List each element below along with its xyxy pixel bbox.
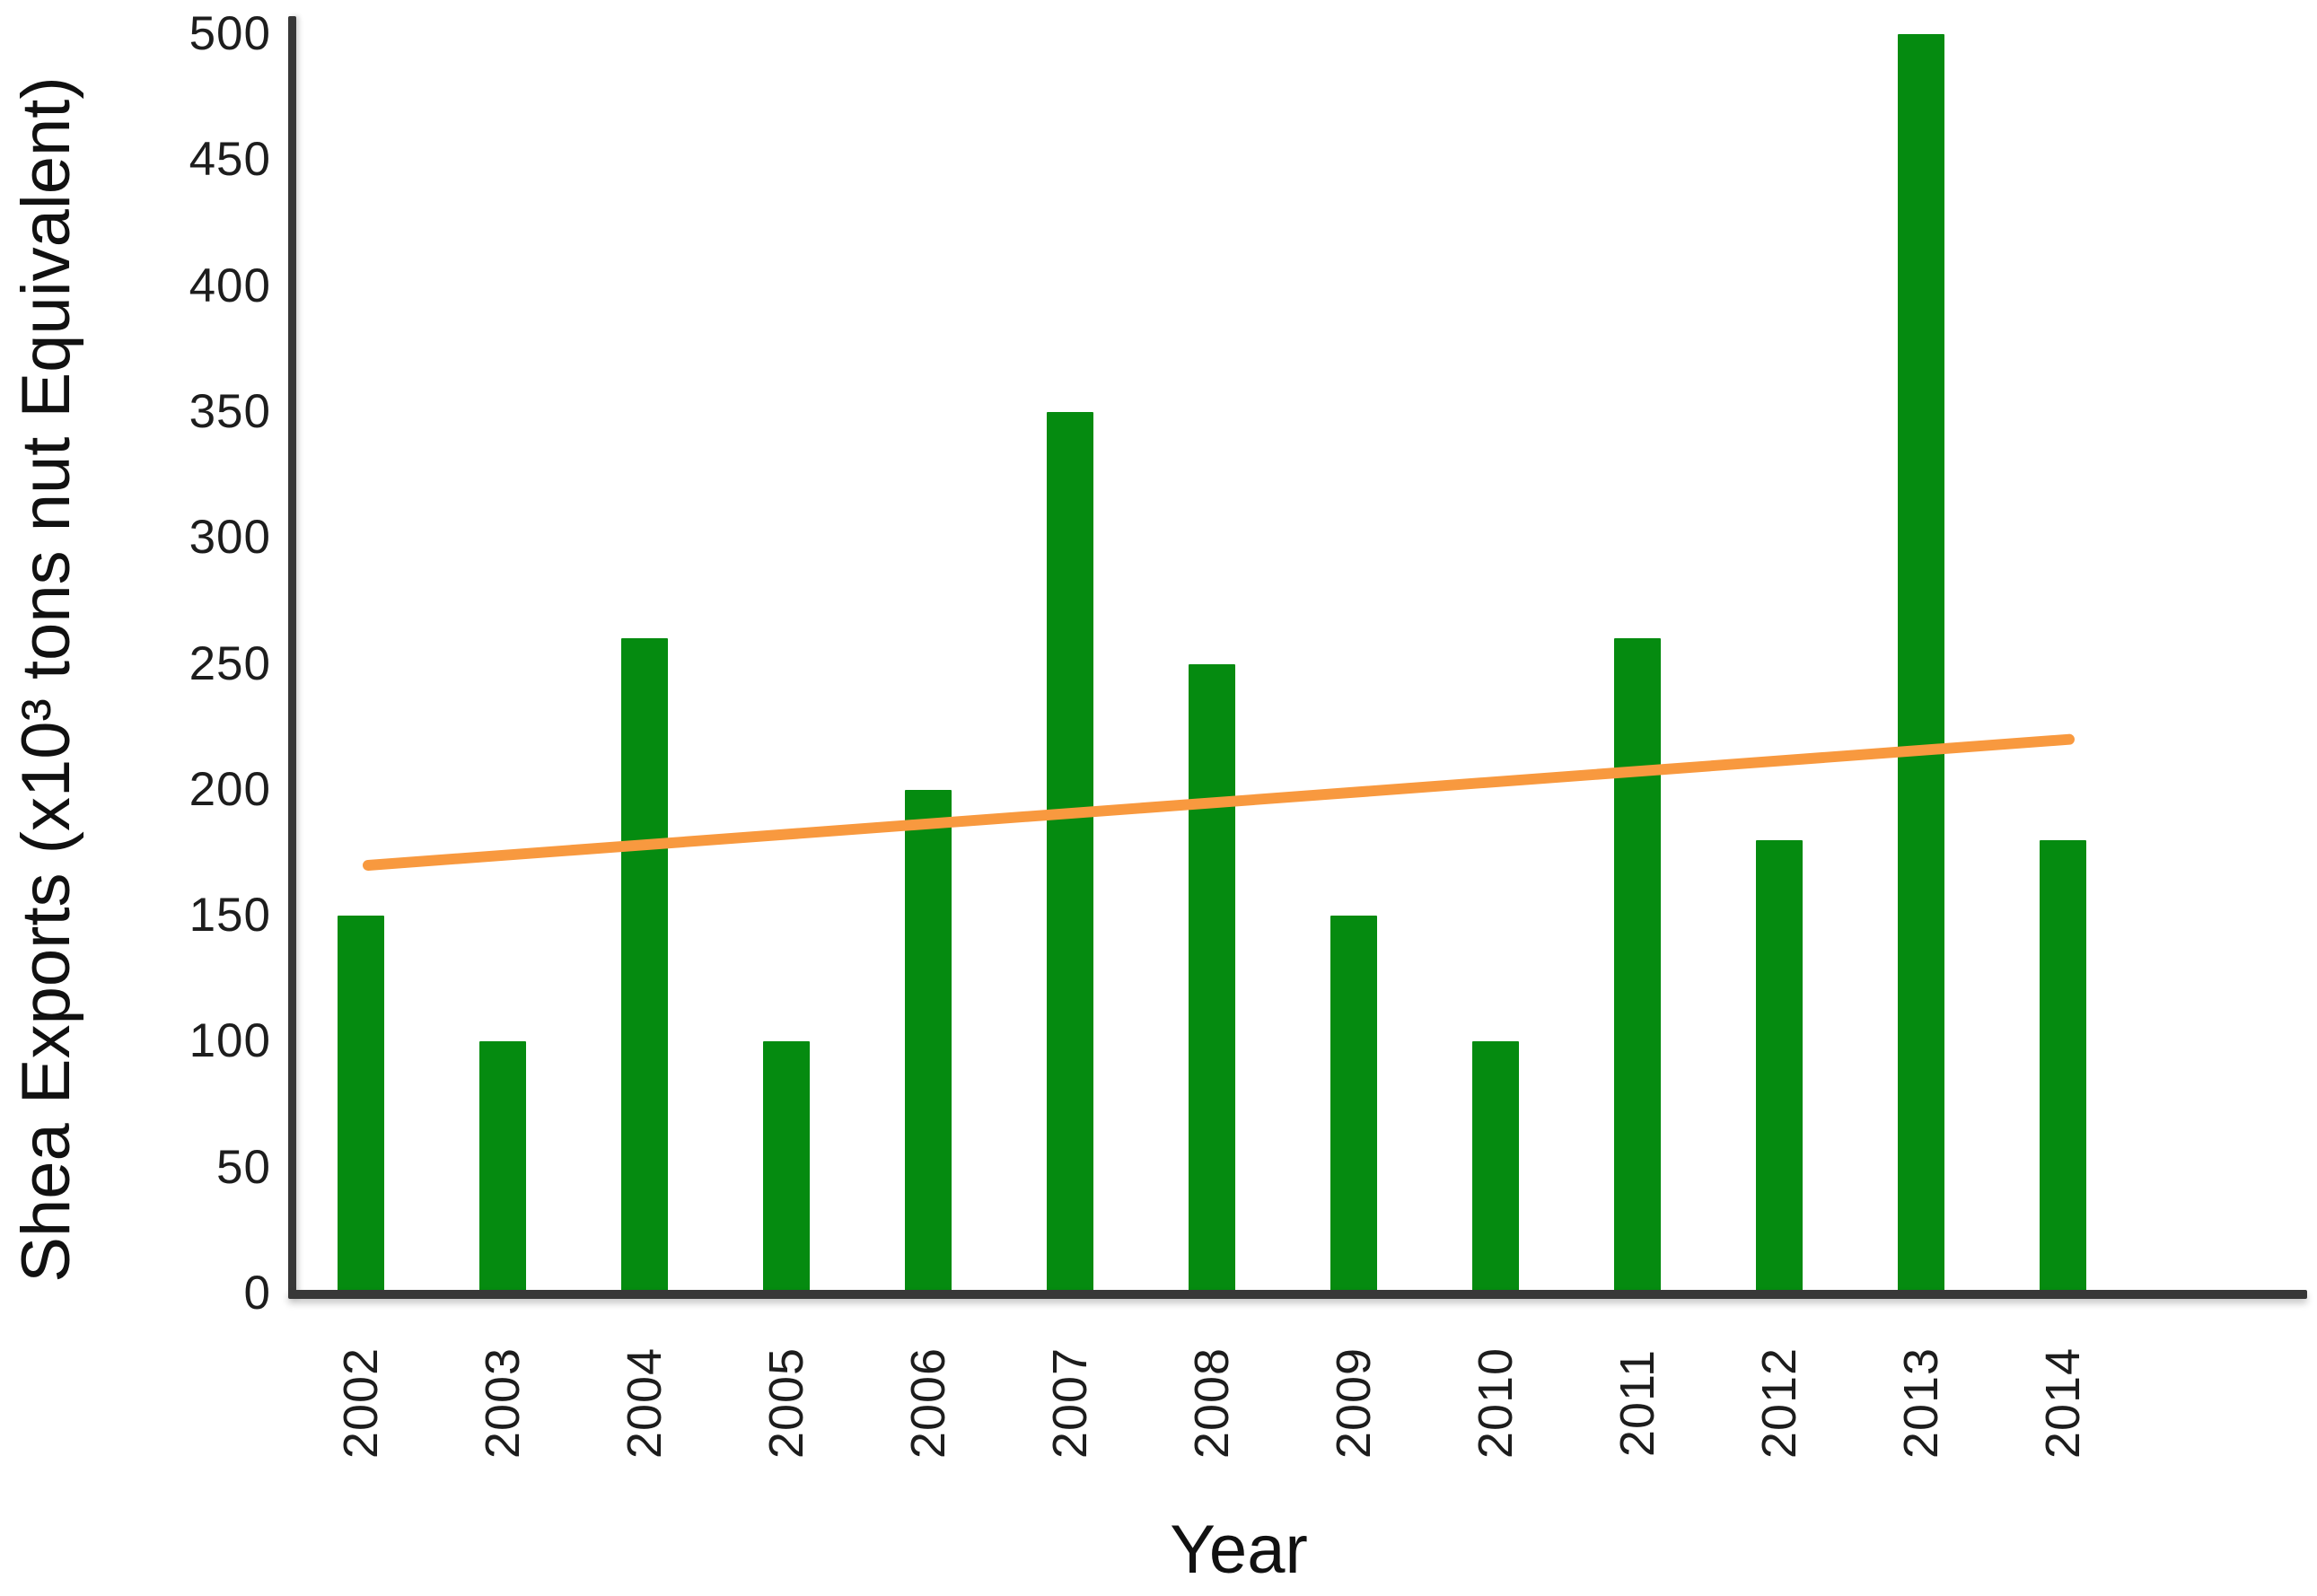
y-tick-label: 250 [189, 636, 271, 690]
bar-2009 [1330, 916, 1377, 1293]
y-tick-label: 450 [189, 133, 271, 187]
bar-2013 [1898, 34, 1944, 1293]
x-axis-line [288, 1290, 2307, 1299]
bar-2014 [2040, 839, 2086, 1293]
x-tick-label: 2010 [1469, 1346, 1523, 1460]
y-tick-label: 50 [216, 1140, 271, 1194]
y-tick-label: 100 [189, 1014, 271, 1068]
x-tick-label: 2006 [901, 1346, 955, 1460]
bar-2002 [338, 916, 384, 1293]
x-tick-label: 2009 [1327, 1346, 1381, 1460]
x-tick-label: 2007 [1043, 1346, 1097, 1460]
y-tick-label: 400 [189, 259, 271, 312]
bar-2011 [1614, 638, 1661, 1293]
x-tick-label: 2002 [334, 1346, 388, 1460]
y-tick-label: 200 [189, 762, 271, 816]
x-tick-label: 2012 [1752, 1346, 1806, 1460]
x-tick-label: 2003 [476, 1346, 530, 1460]
y-tick-label: 0 [243, 1267, 271, 1320]
x-tick-label: 2008 [1185, 1346, 1239, 1460]
bar-2006 [905, 789, 952, 1293]
y-tick-label: 350 [189, 384, 271, 438]
y-axis-line [288, 16, 296, 1298]
y-tick-label: 150 [189, 889, 271, 943]
bar-2008 [1189, 663, 1235, 1293]
bar-2010 [1472, 1041, 1519, 1293]
bar-2003 [479, 1041, 526, 1293]
bar-2007 [1047, 411, 1093, 1293]
x-tick-label: 2011 [1610, 1348, 1664, 1458]
bar-2012 [1756, 839, 1803, 1293]
y-tick-label: 300 [189, 511, 271, 565]
bar-2005 [763, 1041, 810, 1293]
x-tick-label: 2005 [759, 1346, 813, 1460]
y-tick-label: 500 [189, 7, 271, 60]
bar-2004 [621, 638, 668, 1293]
x-tick-label: 2004 [618, 1346, 671, 1460]
x-tick-label: 2014 [2036, 1346, 2090, 1460]
x-axis-title: Year [1170, 1512, 1308, 1588]
x-tick-label: 2013 [1894, 1346, 1948, 1460]
